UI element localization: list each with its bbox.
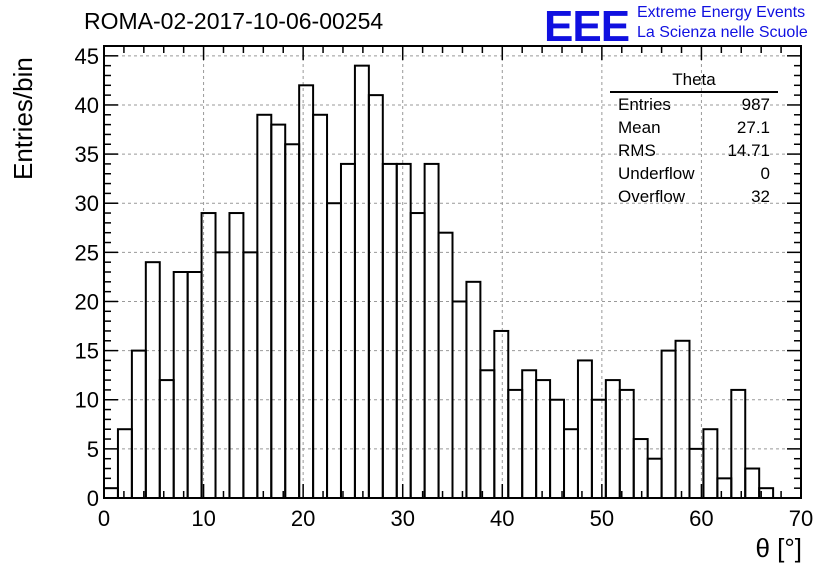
histogram-bin (270, 123, 287, 499)
x-tick-label: 30 (390, 506, 414, 531)
axis-ticks (103, 45, 802, 499)
x-tick-label: 60 (689, 506, 713, 531)
x-tick-label: 70 (789, 506, 813, 531)
histogram-bin (353, 64, 370, 500)
stats-label: Mean (618, 118, 661, 137)
histogram-bin (409, 212, 426, 499)
eee-logo: EEE (544, 2, 630, 51)
stats-value: 987 (741, 95, 770, 114)
histogram-bin (646, 457, 663, 499)
stats-row-underflow: Underflow 0 (610, 162, 778, 185)
histogram-bin (674, 339, 691, 500)
histogram-bin (744, 467, 761, 499)
histogram-bin (116, 428, 133, 499)
histogram-bin (660, 349, 677, 500)
y-tick-label: 30 (75, 191, 99, 216)
histogram-bin (298, 84, 315, 499)
y-tick-label: 0 (87, 486, 99, 511)
histogram-bin (228, 212, 245, 499)
histogram-bin (284, 143, 301, 499)
histogram-bin (576, 359, 593, 499)
y-tick-label: 20 (75, 289, 99, 314)
histogram-bin (242, 251, 259, 499)
stats-row-mean: Mean 27.1 (610, 116, 778, 139)
histogram-bin (395, 162, 412, 499)
stats-box: Theta Entries 987 Mean 27.1 RMS 14.71 Un… (610, 70, 778, 208)
stats-name: Theta (610, 70, 778, 93)
stats-label: Overflow (618, 187, 686, 206)
stats-value: 32 (751, 187, 770, 206)
stats-value: 27.1 (736, 118, 770, 137)
histogram-bin (535, 379, 552, 499)
histogram-bin (381, 162, 398, 499)
histogram-bin (465, 280, 482, 499)
histogram-bin (158, 379, 175, 499)
logo-line-1: Extreme Energy Events (637, 4, 806, 21)
histogram-bin (632, 438, 649, 500)
y-tick-label: 15 (75, 339, 99, 364)
stats-label: Entries (618, 95, 671, 114)
stats-row-overflow: Overflow 32 (610, 185, 778, 208)
y-tick-label: 10 (75, 388, 99, 413)
y-tick-label: 45 (75, 44, 99, 69)
histogram-bin (214, 251, 231, 499)
histogram-bin (339, 162, 356, 499)
histogram-bin (367, 94, 384, 499)
histogram-bin (716, 477, 733, 500)
histogram-bin (423, 162, 440, 499)
histogram-bin (507, 388, 524, 500)
histogram-bin (493, 329, 510, 499)
y-tick-label: 5 (87, 437, 99, 462)
stats-value: 0 (760, 164, 770, 183)
stats-label: Underflow (618, 164, 695, 183)
histogram-bin (312, 113, 329, 499)
histogram-bin (730, 388, 747, 500)
stats-label: RMS (618, 141, 656, 160)
logo-line-2: La Scienza nelle Scuole (637, 24, 808, 41)
stats-row-entries: Entries 987 (610, 93, 778, 116)
x-tick-label: 10 (191, 506, 215, 531)
stats-row-rms: RMS 14.71 (610, 139, 778, 162)
x-tick-label: 0 (98, 506, 110, 531)
stats-value: 14.71 (727, 141, 770, 160)
x-axis-label: θ [°] (755, 533, 802, 563)
x-tick-label: 20 (291, 506, 315, 531)
y-tick-label: 35 (75, 142, 99, 167)
histogram-bin (130, 349, 147, 500)
histogram-bin (521, 369, 538, 499)
histogram-bin (172, 271, 189, 499)
histogram-bin (103, 487, 119, 500)
histogram-bin (186, 271, 203, 499)
histogram-bin (604, 379, 621, 499)
histogram-bin (479, 369, 496, 499)
tick-labels: 0 10 20 30 40 50 60 70 0 5 10 15 20 25 30 35 40 45 (75, 44, 814, 531)
histogram-bin (563, 428, 579, 499)
histogram-bin (437, 231, 454, 499)
histogram-bin (702, 428, 719, 499)
histogram-bin (256, 113, 273, 499)
x-tick-label: 50 (590, 506, 614, 531)
x-tick-label: 40 (490, 506, 514, 531)
y-tick-label: 25 (75, 240, 99, 265)
histogram-bin (618, 388, 635, 500)
y-axis-label: Entries/bin (8, 57, 38, 180)
histogram-bin (144, 261, 161, 499)
chart-title: ROMA-02-2017-10-06-00254 (84, 8, 384, 34)
y-tick-label: 40 (75, 93, 99, 118)
